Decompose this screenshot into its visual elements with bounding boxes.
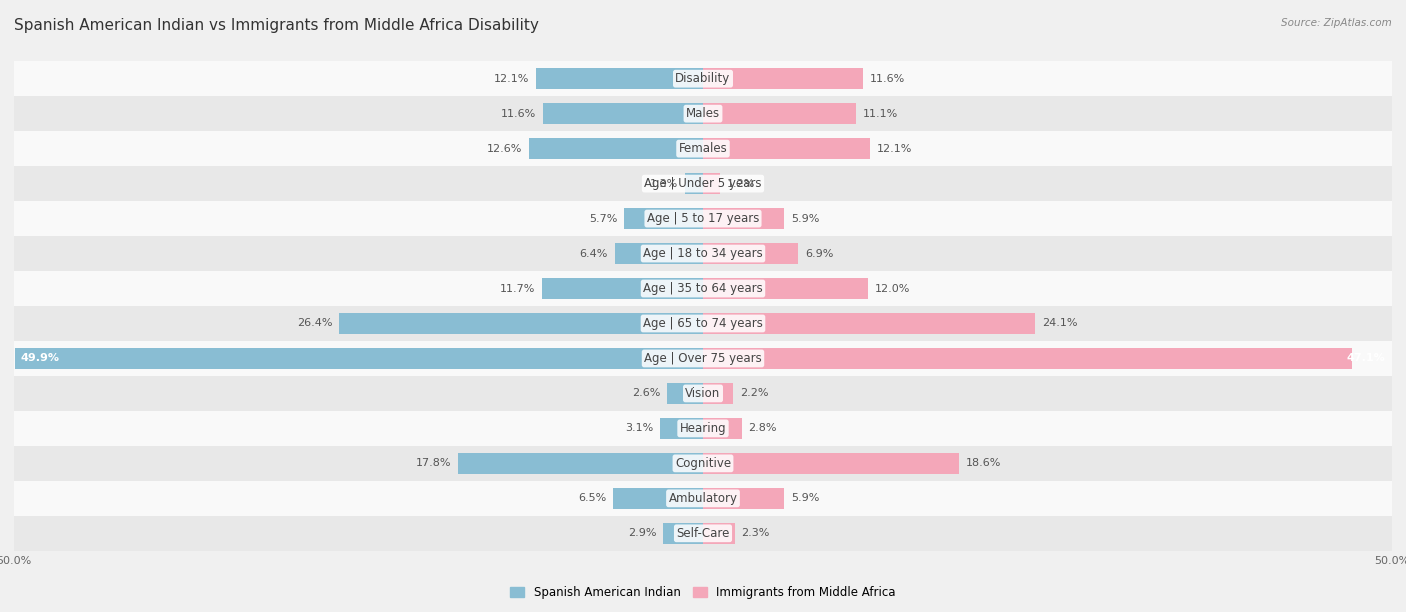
Text: 12.1%: 12.1% xyxy=(876,144,912,154)
Bar xyxy=(668,383,703,404)
Bar xyxy=(703,488,785,509)
Text: Age | 5 to 17 years: Age | 5 to 17 years xyxy=(647,212,759,225)
Bar xyxy=(543,103,703,124)
Bar xyxy=(536,68,703,89)
Bar xyxy=(14,96,1392,131)
Text: 2.8%: 2.8% xyxy=(748,424,778,433)
Text: 1.3%: 1.3% xyxy=(650,179,678,188)
Text: Self-Care: Self-Care xyxy=(676,527,730,540)
Text: Age | 35 to 64 years: Age | 35 to 64 years xyxy=(643,282,763,295)
Bar xyxy=(703,68,863,89)
Bar xyxy=(541,278,703,299)
Text: Age | 18 to 34 years: Age | 18 to 34 years xyxy=(643,247,763,260)
Text: 12.6%: 12.6% xyxy=(486,144,523,154)
Text: Ambulatory: Ambulatory xyxy=(668,492,738,505)
Text: 1.2%: 1.2% xyxy=(727,179,755,188)
Text: 2.3%: 2.3% xyxy=(741,528,770,539)
Text: Age | Under 5 years: Age | Under 5 years xyxy=(644,177,762,190)
Bar xyxy=(14,236,1392,271)
Text: Age | Over 75 years: Age | Over 75 years xyxy=(644,352,762,365)
Bar xyxy=(703,523,735,544)
Text: 47.1%: 47.1% xyxy=(1347,354,1385,364)
Bar xyxy=(339,313,703,334)
Bar xyxy=(613,488,703,509)
Text: 5.9%: 5.9% xyxy=(792,214,820,223)
Text: 11.6%: 11.6% xyxy=(870,73,905,84)
Text: 6.5%: 6.5% xyxy=(578,493,606,503)
Text: Males: Males xyxy=(686,107,720,120)
Text: 6.9%: 6.9% xyxy=(806,248,834,258)
Text: 49.9%: 49.9% xyxy=(21,354,60,364)
Text: 11.7%: 11.7% xyxy=(499,283,534,294)
Text: 3.1%: 3.1% xyxy=(626,424,654,433)
Text: 5.9%: 5.9% xyxy=(792,493,820,503)
Bar xyxy=(530,138,703,159)
Bar xyxy=(664,523,703,544)
Bar xyxy=(14,306,1392,341)
Bar xyxy=(14,516,1392,551)
Text: 11.1%: 11.1% xyxy=(863,109,898,119)
Text: Females: Females xyxy=(679,142,727,155)
Bar xyxy=(703,208,785,229)
Bar xyxy=(703,348,1353,369)
Text: 12.1%: 12.1% xyxy=(494,73,530,84)
Bar xyxy=(14,61,1392,96)
Bar xyxy=(703,103,856,124)
Text: 2.9%: 2.9% xyxy=(627,528,657,539)
Bar xyxy=(624,208,703,229)
Text: Cognitive: Cognitive xyxy=(675,457,731,470)
Bar xyxy=(14,446,1392,481)
Bar xyxy=(14,411,1392,446)
Bar xyxy=(14,341,1392,376)
Text: 17.8%: 17.8% xyxy=(415,458,451,468)
Text: 2.2%: 2.2% xyxy=(740,389,769,398)
Bar xyxy=(15,348,703,369)
Bar xyxy=(703,173,720,194)
Bar xyxy=(661,418,703,439)
Bar xyxy=(614,243,703,264)
Bar xyxy=(703,418,741,439)
Text: Hearing: Hearing xyxy=(679,422,727,435)
Text: Source: ZipAtlas.com: Source: ZipAtlas.com xyxy=(1281,18,1392,28)
Text: Vision: Vision xyxy=(685,387,721,400)
Text: 5.7%: 5.7% xyxy=(589,214,617,223)
Text: 6.4%: 6.4% xyxy=(579,248,607,258)
Bar xyxy=(458,453,703,474)
Bar xyxy=(703,138,870,159)
Bar xyxy=(14,201,1392,236)
Text: Age | 65 to 74 years: Age | 65 to 74 years xyxy=(643,317,763,330)
Text: 12.0%: 12.0% xyxy=(875,283,911,294)
Text: 11.6%: 11.6% xyxy=(501,109,536,119)
Text: 24.1%: 24.1% xyxy=(1042,318,1077,329)
Bar xyxy=(703,278,869,299)
Bar xyxy=(703,243,799,264)
Text: 18.6%: 18.6% xyxy=(966,458,1001,468)
Bar xyxy=(685,173,703,194)
Bar xyxy=(14,481,1392,516)
Bar xyxy=(703,453,959,474)
Bar xyxy=(14,166,1392,201)
Bar xyxy=(703,383,734,404)
Text: 2.6%: 2.6% xyxy=(631,389,661,398)
Bar xyxy=(14,271,1392,306)
Text: 26.4%: 26.4% xyxy=(297,318,332,329)
Legend: Spanish American Indian, Immigrants from Middle Africa: Spanish American Indian, Immigrants from… xyxy=(506,581,900,603)
Text: Spanish American Indian vs Immigrants from Middle Africa Disability: Spanish American Indian vs Immigrants fr… xyxy=(14,18,538,34)
Bar xyxy=(14,376,1392,411)
Text: Disability: Disability xyxy=(675,72,731,85)
Bar xyxy=(14,131,1392,166)
Bar xyxy=(703,313,1035,334)
